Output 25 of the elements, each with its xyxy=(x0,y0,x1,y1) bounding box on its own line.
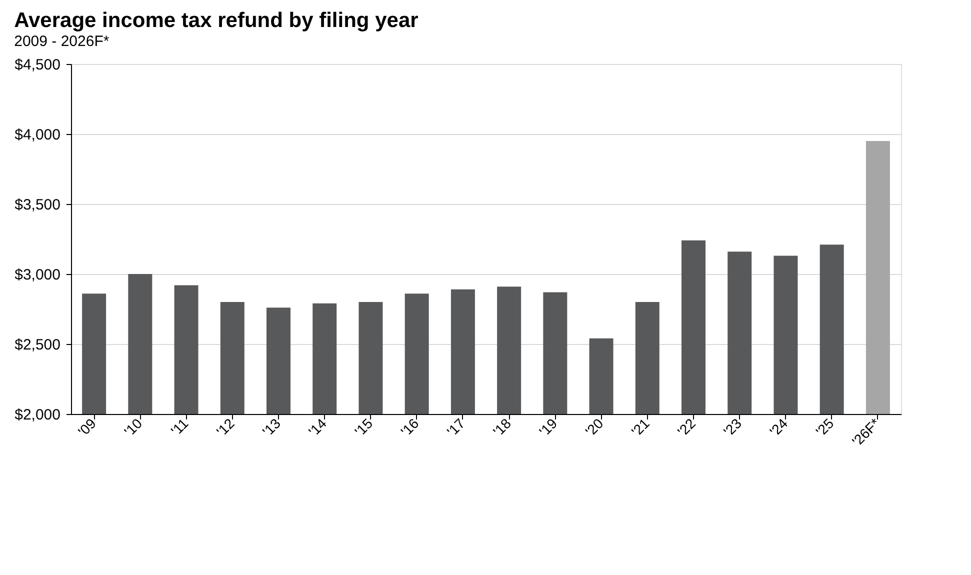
y-tick-label: $2,500 xyxy=(14,336,60,354)
y-tick-label: $4,500 xyxy=(14,56,60,74)
y-tick-label: $4,000 xyxy=(14,126,60,144)
x-tick-label: '18 xyxy=(490,414,514,440)
x-tick-label: '12 xyxy=(213,414,238,440)
x-tick-label: '16 xyxy=(398,414,422,440)
x-tick-label: '15 xyxy=(351,414,376,440)
x-tick-label: '09 xyxy=(74,414,100,440)
x-tick-label: '22 xyxy=(674,414,699,440)
x-tick-label: '11 xyxy=(168,414,192,439)
x-tick-label: '19 xyxy=(536,414,560,440)
x-tick-label: '21 xyxy=(628,414,652,440)
x-tick-label: '17 xyxy=(444,414,468,440)
y-tick-label: $3,500 xyxy=(14,196,60,214)
x-tick-label: '25 xyxy=(812,414,837,440)
chart-subtitle: 2009 - 2026F* xyxy=(14,33,110,50)
y-tick-label: $2,000 xyxy=(14,406,60,424)
x-tick-label: '23 xyxy=(720,414,745,440)
y-tick-label: $3,000 xyxy=(14,266,60,284)
x-tick-label: '14 xyxy=(305,414,330,440)
chart-title: Average income tax refund by filing year xyxy=(14,9,418,32)
x-tick-label: '24 xyxy=(766,414,791,440)
x-tick-label: '10 xyxy=(120,414,146,440)
x-tick-label: '20 xyxy=(582,414,606,440)
x-tick-label: '13 xyxy=(259,414,284,440)
